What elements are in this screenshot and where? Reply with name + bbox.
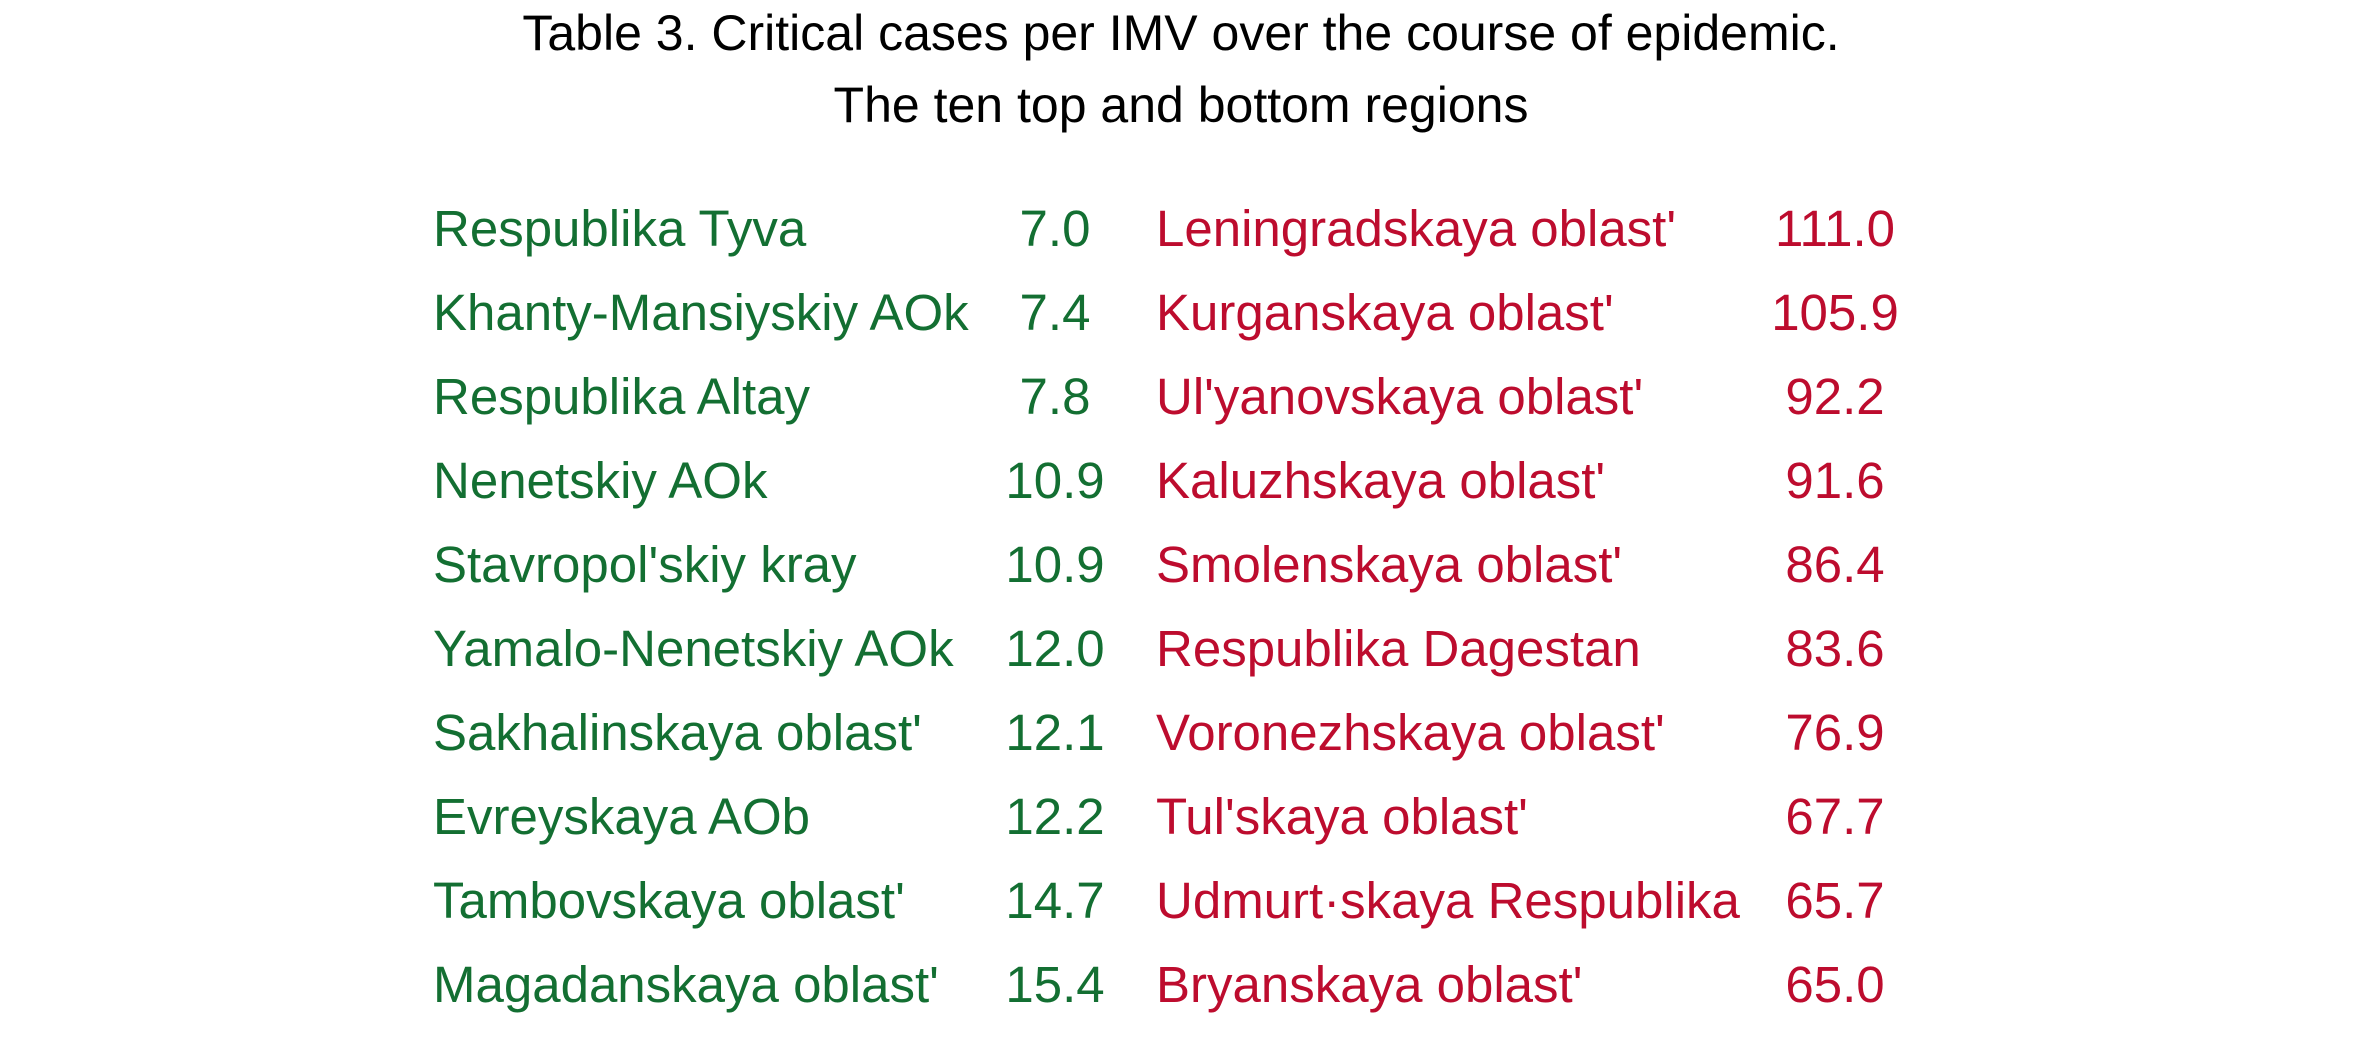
top-region-name: Evreyskaya AOb xyxy=(433,788,810,845)
bottom-region-value: 65.7 xyxy=(1785,872,1885,929)
top-region-value: 7.8 xyxy=(1019,368,1091,425)
top-region-value: 14.7 xyxy=(1005,872,1105,929)
top-region-name: Khanty-Mansiyskiy AOk xyxy=(433,284,969,341)
top-region-name: Respublika Altay xyxy=(433,368,811,425)
bottom-region-name: Tulʹskaya oblastʹ xyxy=(1156,788,1528,845)
bottom-region-name: Kaluzhskaya oblastʹ xyxy=(1156,452,1606,509)
table-row: Yamalo-Nenetskiy AOk 12.0 Respublika Dages… xyxy=(0,607,2362,691)
table-title: Table 3. Critical cases per IMV over the… xyxy=(522,5,1840,61)
bottom-region-name: Leningradskaya oblastʹ xyxy=(1156,200,1677,257)
table-row: Tambovskaya oblastʹ 14.7 Udmurt·skaya Resp… xyxy=(0,859,2362,943)
bottom-region-value: 83.6 xyxy=(1785,620,1885,677)
bottom-region-name: Udmurt·skaya Respublika xyxy=(1156,872,1740,929)
bottom-region-name: Kurganskaya oblastʹ xyxy=(1156,284,1614,341)
top-region-name: Respublika Tyva xyxy=(433,200,807,257)
top-region-name: Tambovskaya oblastʹ xyxy=(433,872,905,929)
regions-table: Respublika Tyva 7.0 Leningradskaya oblastʹ… xyxy=(0,187,2362,1027)
table-row: Respublika Altay 7.8 Ulʹyanovskaya oblastʹ… xyxy=(0,355,2362,439)
table-row: Nenetskiy AOk 10.9 Kaluzhskaya oblastʹ 91.6 xyxy=(0,439,2362,523)
top-region-value: 10.9 xyxy=(1005,536,1105,593)
bottom-region-name: Voronezhskaya oblastʹ xyxy=(1156,704,1665,761)
bottom-region-value: 111.0 xyxy=(1774,200,1896,257)
table-subtitle: The ten top and bottom regions xyxy=(833,77,1529,133)
top-region-name: Yamalo-Nenetskiy AOk xyxy=(433,620,954,677)
bottom-region-value: 67.7 xyxy=(1785,788,1885,845)
table-row: Evreyskaya AOb 12.2 Tulʹskaya oblastʹ 67.7 xyxy=(0,775,2362,859)
table-row: Respublika Tyva 7.0 Leningradskaya oblastʹ… xyxy=(0,187,2362,271)
top-region-value: 12.2 xyxy=(1005,788,1105,845)
top-region-value: 10.9 xyxy=(1005,452,1105,509)
bottom-region-name: Respublika Dagestan xyxy=(1156,620,1641,677)
table-row: Sakhalinskaya oblastʹ 12.1 Voronezhskaya o… xyxy=(0,691,2362,775)
bottom-region-value: 76.9 xyxy=(1785,704,1885,761)
top-region-value: 12.0 xyxy=(1005,620,1105,677)
top-region-value: 7.4 xyxy=(1019,284,1091,341)
bottom-region-name: Bryanskaya oblastʹ xyxy=(1156,956,1583,1013)
top-region-name: Magadanskaya oblastʹ xyxy=(433,956,939,1013)
bottom-region-name: Ulʹyanovskaya oblastʹ xyxy=(1156,368,1644,425)
table-row: Stavropolʹskiy kray 10.9 Smolenskaya oblas… xyxy=(0,523,2362,607)
bottom-region-value: 105.9 xyxy=(1771,284,1899,341)
bottom-region-value: 86.4 xyxy=(1785,536,1885,593)
top-region-name: Stavropolʹskiy kray xyxy=(433,536,857,593)
top-region-value: 12.1 xyxy=(1005,704,1105,761)
top-region-value: 15.4 xyxy=(1005,956,1105,1013)
top-region-name: Sakhalinskaya oblastʹ xyxy=(433,704,922,761)
table-row: Magadanskaya oblastʹ 15.4 Bryanskaya oblas… xyxy=(0,943,2362,1027)
table-row: Khanty-Mansiyskiy AOk 7.4 Kurganskaya obla… xyxy=(0,271,2362,355)
bottom-region-name: Smolenskaya oblastʹ xyxy=(1156,536,1623,593)
top-region-name: Nenetskiy AOk xyxy=(433,452,768,509)
bottom-region-value: 65.0 xyxy=(1785,956,1885,1013)
bottom-region-value: 91.6 xyxy=(1785,452,1885,509)
bottom-region-value: 92.2 xyxy=(1785,368,1885,425)
top-region-value: 7.0 xyxy=(1019,200,1091,257)
